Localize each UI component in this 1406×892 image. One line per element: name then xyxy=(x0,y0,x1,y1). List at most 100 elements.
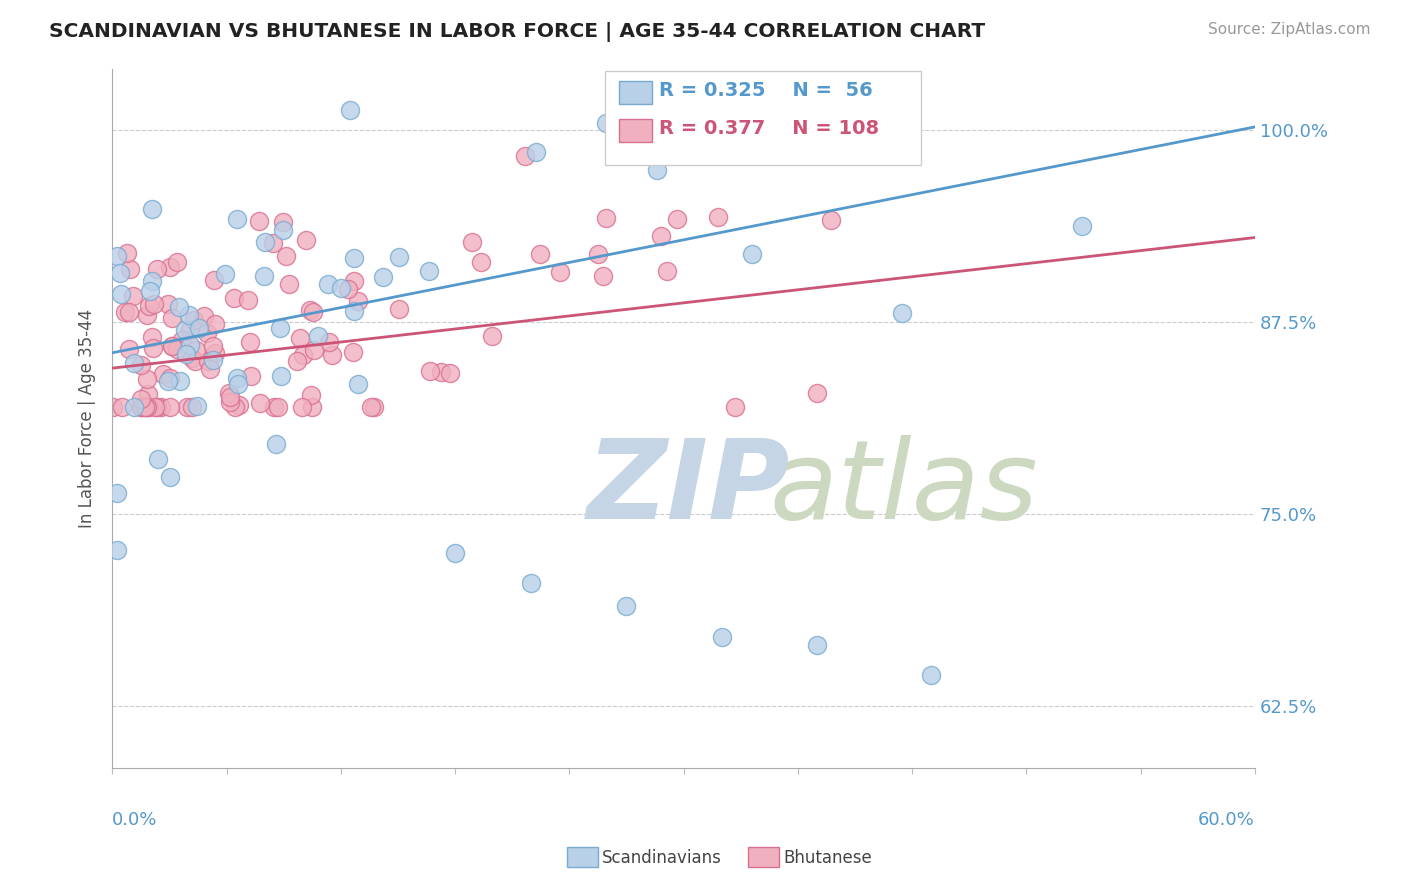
Point xyxy=(183,313,205,327)
Point xyxy=(655,264,678,278)
Point xyxy=(267,400,290,414)
Point xyxy=(588,247,610,261)
Point xyxy=(169,374,191,388)
Point xyxy=(285,354,308,368)
Point xyxy=(179,338,201,352)
Point xyxy=(146,400,169,414)
Point xyxy=(302,305,325,319)
Point xyxy=(214,267,236,281)
Point xyxy=(118,261,141,276)
Point xyxy=(174,323,197,337)
Point xyxy=(142,341,165,355)
Point xyxy=(202,273,225,287)
Point xyxy=(263,400,285,414)
Point xyxy=(118,304,141,318)
Point xyxy=(1070,219,1092,234)
Point xyxy=(439,367,461,381)
Text: ZIP: ZIP xyxy=(586,434,790,541)
Point xyxy=(274,249,297,263)
Point xyxy=(218,395,240,409)
Point xyxy=(138,299,160,313)
Point xyxy=(122,357,145,371)
Text: Source: ZipAtlas.com: Source: ZipAtlas.com xyxy=(1208,22,1371,37)
Point xyxy=(269,321,291,335)
Point xyxy=(159,260,181,274)
Point xyxy=(388,250,411,264)
Point xyxy=(166,255,188,269)
Text: R = 0.377    N = 108: R = 0.377 N = 108 xyxy=(659,119,880,137)
Point xyxy=(461,235,484,250)
Point xyxy=(152,368,174,382)
Point xyxy=(166,343,188,357)
Point xyxy=(548,265,571,279)
Point xyxy=(157,374,180,388)
Point xyxy=(342,345,364,359)
Point xyxy=(520,576,543,591)
Point xyxy=(226,377,249,392)
Point xyxy=(291,348,314,362)
Point xyxy=(148,451,170,466)
Point xyxy=(176,400,198,414)
Point xyxy=(184,354,207,368)
Point xyxy=(337,282,360,296)
Point xyxy=(170,333,193,347)
Point xyxy=(136,400,159,414)
Point xyxy=(263,236,285,251)
Point xyxy=(288,331,311,345)
Point xyxy=(103,400,125,414)
Point xyxy=(343,303,366,318)
Point xyxy=(710,630,733,644)
Point xyxy=(271,215,294,229)
Point xyxy=(249,396,271,410)
Point xyxy=(179,323,201,337)
Point xyxy=(218,386,240,401)
Text: Bhutanese: Bhutanese xyxy=(783,849,872,867)
Point xyxy=(239,334,262,349)
Point xyxy=(188,321,211,335)
Point xyxy=(723,400,745,414)
Point xyxy=(159,400,181,414)
Point xyxy=(224,291,246,305)
Point xyxy=(177,308,200,322)
Point xyxy=(156,297,179,311)
Point xyxy=(247,214,270,228)
Point xyxy=(481,329,503,343)
Point xyxy=(118,342,141,356)
Point xyxy=(129,400,152,414)
Point xyxy=(136,308,159,322)
Point xyxy=(218,391,240,405)
Point xyxy=(253,268,276,283)
Point xyxy=(228,398,250,412)
Point xyxy=(513,149,536,163)
Point xyxy=(204,346,226,360)
Point xyxy=(806,638,828,652)
Point xyxy=(444,545,467,559)
Point xyxy=(159,469,181,483)
Point xyxy=(740,247,762,261)
Point xyxy=(143,400,166,414)
Point xyxy=(201,339,224,353)
Point xyxy=(162,310,184,325)
Point xyxy=(149,400,172,414)
Point xyxy=(301,400,323,414)
Point xyxy=(159,371,181,385)
Point xyxy=(136,371,159,385)
Point xyxy=(360,400,382,414)
Point xyxy=(135,400,157,414)
Point xyxy=(239,369,262,384)
Y-axis label: In Labor Force | Age 35-44: In Labor Force | Age 35-44 xyxy=(79,309,96,528)
Point xyxy=(186,399,208,413)
Point xyxy=(270,368,292,383)
Point xyxy=(339,103,361,118)
Point xyxy=(429,365,451,379)
Point xyxy=(129,359,152,373)
Point xyxy=(347,293,370,308)
Point xyxy=(138,400,160,414)
Point xyxy=(307,328,329,343)
Point xyxy=(129,392,152,406)
Point xyxy=(226,370,249,384)
Text: R = 0.325    N =  56: R = 0.325 N = 56 xyxy=(659,81,873,100)
Point xyxy=(346,377,368,392)
Point xyxy=(110,266,132,280)
Point xyxy=(160,339,183,353)
